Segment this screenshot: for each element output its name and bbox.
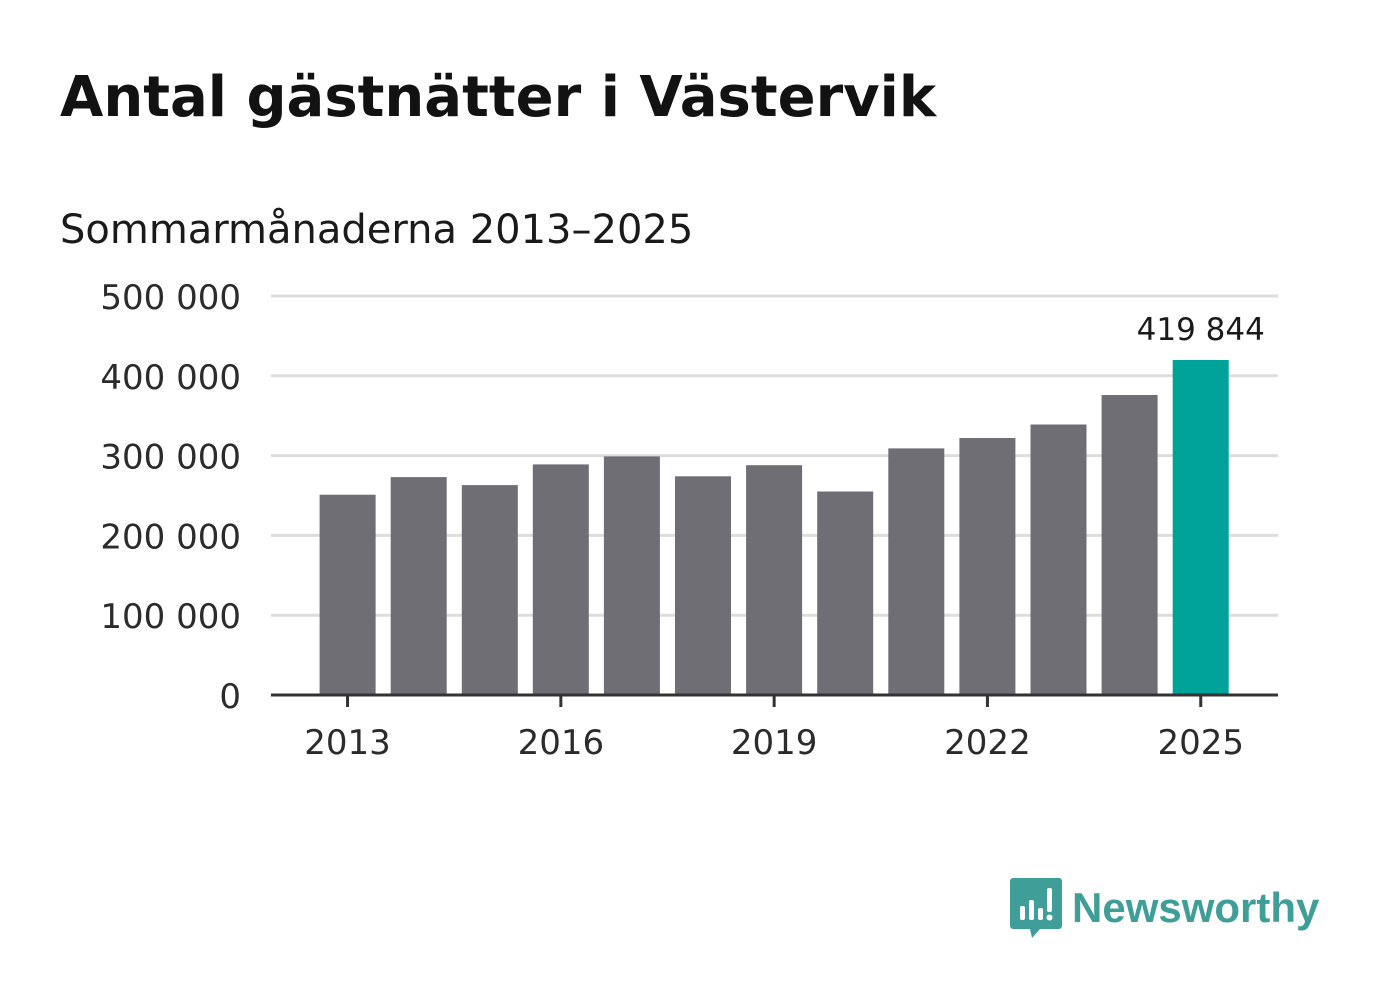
data-label-highlight: 419 844 [1137, 312, 1265, 348]
x-tick-label: 2013 [304, 723, 391, 763]
bar-2019 [746, 465, 803, 695]
bar-2023 [1030, 424, 1087, 695]
y-axis-tick-labels: 0 100 000 200 000 300 000 400 000 500 000 [100, 278, 241, 717]
y-tick-label: 0 [219, 677, 241, 717]
newsworthy-logo: Newsworthy [1010, 878, 1319, 938]
bar-2018 [675, 476, 731, 695]
bar-2014 [390, 477, 447, 695]
bar-2017 [603, 456, 660, 695]
newsworthy-logo-icon [1010, 878, 1062, 938]
x-tick-label: 2025 [1157, 723, 1244, 763]
y-tick-label: 400 000 [100, 358, 241, 398]
bar-2013 [319, 494, 376, 695]
bar-2016 [532, 464, 589, 695]
x-tick-label: 2019 [731, 723, 818, 763]
x-axis [271, 693, 1278, 707]
chart-subtitle: Sommarmånaderna 2013–2025 [60, 207, 694, 253]
bar-2025 [1172, 360, 1229, 695]
bar-2022 [959, 438, 1016, 695]
bar-2021 [888, 448, 945, 695]
y-tick-label: 200 000 [100, 517, 241, 557]
x-tick-label: 2016 [518, 723, 605, 763]
y-tick-label: 300 000 [100, 438, 241, 478]
bar-2024 [1101, 395, 1158, 695]
bar-2020 [817, 491, 874, 695]
chart-title: Antal gästnätter i Västervik [60, 65, 937, 130]
bars [319, 360, 1229, 695]
data-labels: 419 844 [1137, 312, 1265, 348]
logo-text: Newsworthy [1072, 884, 1320, 931]
x-tick-label: 2022 [944, 723, 1031, 763]
x-axis-tick-labels: 2013 2016 2019 2022 2025 [304, 723, 1244, 763]
y-tick-label: 500 000 [100, 278, 241, 318]
bar-2015 [461, 485, 518, 695]
y-tick-label: 100 000 [100, 597, 241, 637]
